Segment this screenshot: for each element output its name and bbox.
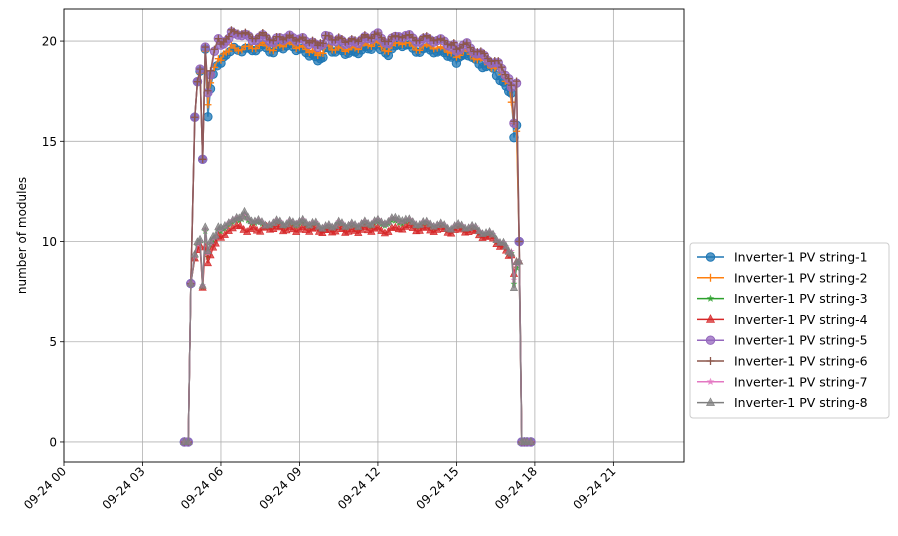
x-tick-label: 09-24 18 xyxy=(492,464,540,512)
legend-label: Inverter-1 PV string-8 xyxy=(734,395,868,410)
plot-background xyxy=(64,9,684,462)
x-tick-label: 09-24 00 xyxy=(21,464,69,512)
legend-box xyxy=(690,243,889,418)
x-tick-label: 09-24 12 xyxy=(335,464,383,512)
legend: Inverter-1 PV string-1 Inverter-1 PV stri… xyxy=(690,243,889,418)
x-tick-label: 09-24 15 xyxy=(413,464,461,512)
legend-label: Inverter-1 PV string-6 xyxy=(734,354,868,369)
y-axis-label: number of modules xyxy=(15,177,29,294)
data-point xyxy=(204,113,212,121)
x-tick-label: 09-24 03 xyxy=(100,464,148,512)
legend-label: Inverter-1 PV string-3 xyxy=(734,291,868,306)
y-tick-label: 0 xyxy=(49,435,57,449)
legend-label: Inverter-1 PV string-1 xyxy=(734,250,868,265)
y-tick-label: 10 xyxy=(42,235,57,249)
x-axis: 09-24 00 09-24 03 09-24 06 09-24 09 09-24 12… xyxy=(21,462,618,512)
x-tick-label: 09-24 21 xyxy=(570,464,618,512)
x-tick-label: 09-24 06 xyxy=(178,464,226,512)
legend-label: Inverter-1 PV string-4 xyxy=(734,312,868,327)
legend-marker xyxy=(706,336,714,344)
y-axis: 0 5 10 15 20 xyxy=(42,35,64,450)
legend-marker xyxy=(706,253,714,261)
legend-label: Inverter-1 PV string-5 xyxy=(734,333,868,348)
y-tick-label: 20 xyxy=(42,35,57,49)
legend-label: Inverter-1 PV string-2 xyxy=(734,270,868,285)
legend-label: Inverter-1 PV string-7 xyxy=(734,374,868,389)
x-tick-label: 09-24 09 xyxy=(257,464,305,512)
y-tick-label: 5 xyxy=(49,335,57,349)
y-tick-label: 15 xyxy=(42,135,57,149)
